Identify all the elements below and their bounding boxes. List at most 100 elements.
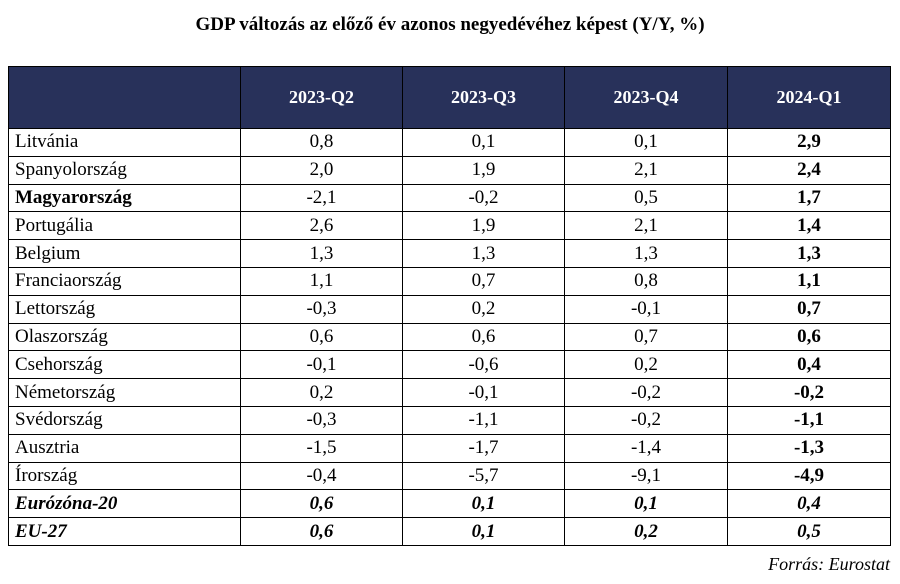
table-row: Svédország -0,3 -1,1 -0,2 -1,1 <box>8 405 891 435</box>
country-cell: Belgium <box>8 239 241 268</box>
value-cell: -0,1 <box>564 294 728 324</box>
value-cell: 0,7 <box>727 294 891 324</box>
country-cell: Portugália <box>8 211 241 241</box>
table-row: Írország -0,4 -5,7 -9,1 -4,9 <box>8 461 891 491</box>
value-cell: -1,7 <box>402 433 565 463</box>
country-cell: Spanyolország <box>8 155 241 185</box>
value-cell: -0,2 <box>564 378 728 407</box>
table-row: Belgium 1,3 1,3 1,3 1,3 <box>8 239 891 268</box>
country-cell: Svédország <box>8 405 241 435</box>
value-cell: 0,1 <box>402 517 565 546</box>
value-cell: -0,3 <box>240 294 403 324</box>
table-row: Olaszország 0,6 0,6 0,7 0,6 <box>8 322 891 352</box>
value-cell: -4,9 <box>727 461 891 491</box>
source-note: Forrás: Eurostat <box>768 554 890 574</box>
value-cell: 2,1 <box>564 155 728 185</box>
value-cell: 0,6 <box>727 322 891 352</box>
country-cell: Írország <box>8 461 241 491</box>
table-title: GDP változás az előző év azonos negyedév… <box>195 14 705 35</box>
value-cell: 1,3 <box>240 239 403 268</box>
table-row: Spanyolország 2,0 1,9 2,1 2,4 <box>8 155 891 185</box>
value-cell: -0,4 <box>240 461 403 491</box>
country-cell: Ausztria <box>8 433 241 463</box>
table-row: Ausztria -1,5 -1,7 -1,4 -1,3 <box>8 433 891 463</box>
column-header-country <box>8 66 241 129</box>
table-row: Portugália 2,6 1,9 2,1 1,4 <box>8 211 891 241</box>
value-cell: 1,9 <box>402 155 565 185</box>
header-row: 2023-Q2 2023-Q3 2023-Q4 2024-Q1 <box>8 66 891 129</box>
value-cell: 1,4 <box>727 211 891 241</box>
value-cell: 0,1 <box>402 489 565 519</box>
value-cell: 0,6 <box>402 322 565 352</box>
value-cell: 1,3 <box>727 239 891 268</box>
value-cell: -5,7 <box>402 461 565 491</box>
country-cell: Litvánia <box>8 128 241 157</box>
value-cell: 0,6 <box>240 322 403 352</box>
table-row: Csehország -0,1 -0,6 0,2 0,4 <box>8 350 891 380</box>
value-cell: 0,2 <box>402 294 565 324</box>
country-cell: Eurózóna-20 <box>8 489 241 519</box>
value-cell: 2,6 <box>240 211 403 241</box>
value-cell: 0,8 <box>564 266 728 296</box>
value-cell: -1,4 <box>564 433 728 463</box>
value-cell: 0,6 <box>240 489 403 519</box>
country-cell: Franciaország <box>8 266 241 296</box>
country-cell: Olaszország <box>8 322 241 352</box>
value-cell: -1,5 <box>240 433 403 463</box>
value-cell: -0,2 <box>564 405 728 435</box>
value-cell: 2,4 <box>727 155 891 185</box>
value-cell: 0,5 <box>564 183 728 213</box>
country-cell: Lettország <box>8 294 241 324</box>
value-cell: 1,7 <box>727 183 891 213</box>
table-row: Lettország -0,3 0,2 -0,1 0,7 <box>8 294 891 324</box>
value-cell: 0,4 <box>727 350 891 380</box>
value-cell: 1,1 <box>240 266 403 296</box>
table-row: Magyarország -2,1 -0,2 0,5 1,7 <box>8 183 891 213</box>
value-cell: -1,1 <box>402 405 565 435</box>
value-cell: 0,1 <box>402 128 565 157</box>
column-header-2024-q1: 2024-Q1 <box>727 66 891 129</box>
value-cell: -1,1 <box>727 405 891 435</box>
country-cell: EU-27 <box>8 517 241 546</box>
value-cell: 0,8 <box>240 128 403 157</box>
gdp-table: 2023-Q2 2023-Q3 2023-Q4 2024-Q1 Litvánia… <box>8 66 891 546</box>
value-cell: 0,2 <box>564 350 728 380</box>
value-cell: 0,7 <box>564 322 728 352</box>
value-cell: 0,2 <box>564 517 728 546</box>
value-cell: 2,0 <box>240 155 403 185</box>
value-cell: -9,1 <box>564 461 728 491</box>
table-row: Eurózóna-20 0,6 0,1 0,1 0,4 <box>8 489 891 519</box>
value-cell: 1,3 <box>564 239 728 268</box>
value-cell: -2,1 <box>240 183 403 213</box>
column-header-2023-q4: 2023-Q4 <box>564 66 728 129</box>
value-cell: 2,1 <box>564 211 728 241</box>
value-cell: 1,9 <box>402 211 565 241</box>
table-row: Litvánia 0,8 0,1 0,1 2,9 <box>8 128 891 157</box>
country-cell: Németország <box>8 378 241 407</box>
column-header-2023-q2: 2023-Q2 <box>240 66 403 129</box>
value-cell: -0,2 <box>402 183 565 213</box>
value-cell: 1,1 <box>727 266 891 296</box>
value-cell: 0,2 <box>240 378 403 407</box>
value-cell: -0,1 <box>402 378 565 407</box>
table-body: Litvánia 0,8 0,1 0,1 2,9 Spanyolország 2,0 1,9 2… <box>8 128 891 546</box>
table-row: Franciaország 1,1 0,7 0,8 1,1 <box>8 266 891 296</box>
country-cell: Csehország <box>8 350 241 380</box>
value-cell: -0,2 <box>727 378 891 407</box>
value-cell: 2,9 <box>727 128 891 157</box>
value-cell: 0,5 <box>727 517 891 546</box>
country-cell: Magyarország <box>8 183 241 213</box>
value-cell: 0,1 <box>564 128 728 157</box>
value-cell: 0,1 <box>564 489 728 519</box>
value-cell: 1,3 <box>402 239 565 268</box>
value-cell: -1,3 <box>727 433 891 463</box>
value-cell: 0,4 <box>727 489 891 519</box>
column-header-2023-q3: 2023-Q3 <box>402 66 565 129</box>
value-cell: 0,6 <box>240 517 403 546</box>
value-cell: -0,1 <box>240 350 403 380</box>
value-cell: 0,7 <box>402 266 565 296</box>
table-row: EU-27 0,6 0,1 0,2 0,5 <box>8 517 891 546</box>
value-cell: -0,6 <box>402 350 565 380</box>
table-row: Németország 0,2 -0,1 -0,2 -0,2 <box>8 378 891 407</box>
value-cell: -0,3 <box>240 405 403 435</box>
